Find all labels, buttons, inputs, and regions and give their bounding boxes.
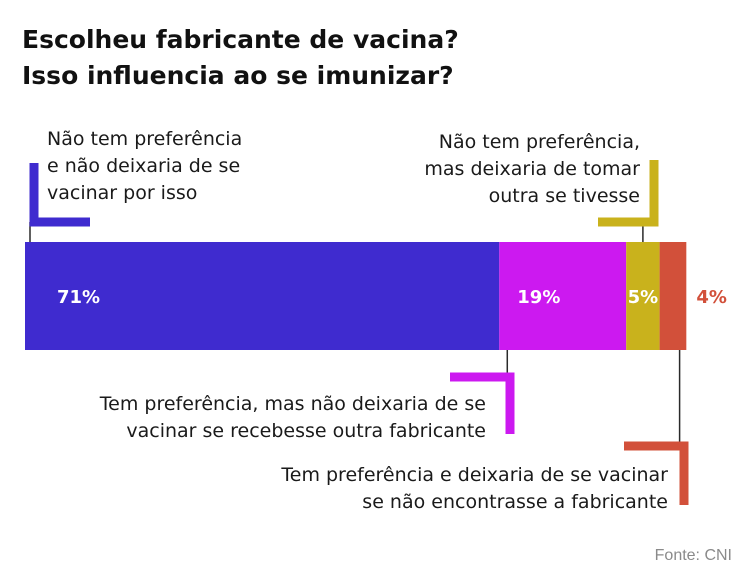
chart-title: Escolheu fabricante de vacina? Isso infl… (22, 22, 459, 94)
annotation-segment-2-line-2: vacinar se recebesse outra fabricante (126, 420, 486, 442)
annotation-segment-2: Tem preferência, mas não deixaria de se … (100, 391, 486, 445)
annotation-segment-1-line-1: Não tem preferência (47, 128, 243, 150)
chart-title-line-2: Isso influencia ao se imunizar? (22, 61, 454, 90)
annotation-segment-4-line-2: se não encontrasse a fabricante (362, 491, 668, 513)
annotation-connectors (29, 160, 689, 505)
bar-value-label-4: 4% (696, 287, 727, 308)
bracket-segment-2 (450, 372, 515, 434)
annotation-segment-3-line-2: mas deixaria de tomar (424, 158, 640, 180)
bar-segment-4 (659, 242, 687, 350)
bracket-segment-1 (29, 163, 90, 227)
chart-title-line-1: Escolheu fabricante de vacina? (22, 25, 459, 54)
bar-value-label-1: 71% (57, 287, 100, 308)
bar-value-label-3: 5% (628, 287, 659, 308)
annotation-segment-2-line-1: Tem preferência, mas não deixaria de se (99, 393, 486, 415)
annotation-segment-3-line-3: outra se tivesse (488, 185, 640, 207)
bar-segment-2 (499, 242, 627, 350)
annotation-segment-4: Tem preferência e deixaria de se vacinar… (281, 462, 668, 516)
bar-segment-3 (626, 242, 660, 350)
annotation-segment-4-line-1: Tem preferência e deixaria de se vacinar (281, 464, 668, 486)
bracket-segment-3 (598, 160, 659, 227)
source-note: Fonte: CNI (654, 547, 732, 564)
bar-value-labels: 71% 19% 5% 4% (57, 287, 727, 308)
annotation-segment-3: Não tem preferência, mas deixaria de tom… (424, 129, 640, 210)
bar-segment-1 (25, 242, 500, 350)
bar-value-label-2: 19% (517, 287, 560, 308)
bar-segments (25, 242, 687, 350)
annotation-segment-3-line-1: Não tem preferência, (438, 131, 640, 153)
annotation-segment-1-line-3: vacinar por isso (47, 182, 198, 204)
annotation-segment-1-line-2: e não deixaria de se (47, 155, 241, 177)
bracket-segment-4 (624, 441, 689, 505)
annotation-segment-1: Não tem preferência e não deixaria de se… (47, 126, 242, 207)
